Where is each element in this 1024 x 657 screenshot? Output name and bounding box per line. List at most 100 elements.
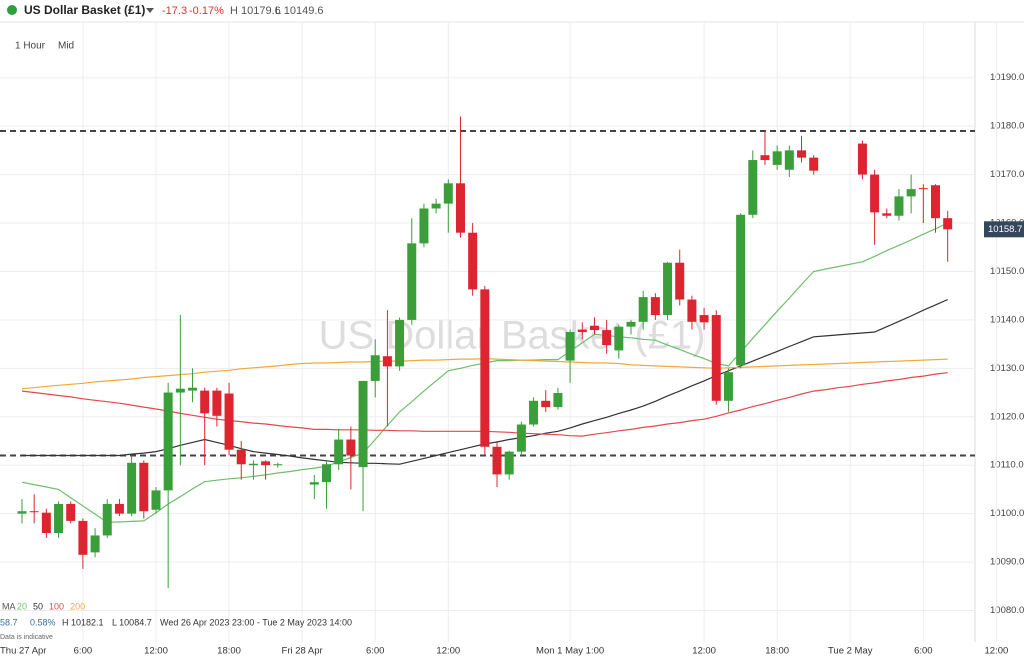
candle-body [41,512,51,534]
candle-body [638,297,648,322]
candle-body [541,400,551,408]
y-tick-label: 10190.0 [990,72,1024,83]
x-tick-label: Tue 2 May [828,646,873,657]
y-tick-label: 10180.0 [990,121,1024,132]
candle-body [188,387,198,391]
legend-entry: 100 [49,601,64,611]
candle-body [407,243,417,320]
candle-body [943,218,953,230]
candle-body [480,289,490,447]
candle-body [334,439,344,465]
candle-body [553,393,563,408]
price-tag [984,221,1024,238]
legend-ma: MA [2,601,16,611]
change-pct: -0.17% [189,5,224,17]
candle-body [687,299,697,322]
candle-body [17,511,27,514]
candle-body [127,462,137,514]
status-dot [7,5,17,15]
candle-body [151,490,161,510]
candle-body [382,356,392,367]
x-tick-label: 18:00 [765,646,789,657]
price-type[interactable]: Mid [58,41,74,52]
candle-body [723,372,733,401]
candle-body [870,174,880,213]
candle-body [711,315,721,401]
y-tick-label: 10140.0 [990,314,1024,325]
candle-body [577,329,587,332]
legend-high: H 10182.1 [62,617,104,627]
legend-entry: 200 [70,601,85,611]
x-tick-label: 12:00 [985,646,1009,657]
legend-entry: 20 [17,601,27,611]
candle-body [200,390,210,414]
legend-low: L 10084.7 [112,617,152,627]
candle-body [370,355,380,381]
candle-body [163,392,173,491]
interval[interactable]: 1 Hour [15,41,46,52]
candle-body [894,196,904,216]
y-tick-label: 10150.0 [990,266,1024,277]
legend-last-pct: 0.58% [30,617,56,627]
candle-body [626,321,636,327]
candle-body [78,520,88,555]
candle-body [504,451,514,475]
candle-body [175,388,185,393]
legend-entry: 50 [33,601,43,611]
y-tick-label: 10120.0 [990,411,1024,422]
legend-note: Data is indicative [0,634,53,641]
candle-body [358,380,368,468]
candle-body [589,325,599,331]
candle-body [614,326,624,351]
plot: 10080.0 10090.0 10100.0 10110.0 10120.0 10130… [0,22,1024,657]
candle-body [663,262,673,316]
candle-body [309,482,319,485]
candle-body [699,315,709,323]
legend-range: Wed 26 Apr 2023 23:00 - Tue 2 May 2023 1… [160,617,352,627]
candle-body [54,503,64,534]
candle-body [797,150,807,158]
candle-body [29,511,39,513]
candle-body [516,424,526,452]
y-tick-label: 10110.0 [990,460,1024,471]
candle-body [224,393,234,450]
candle-body [261,461,271,466]
session-high: H 10179.6 [230,5,281,17]
candle-body [102,503,112,536]
candle-body [760,155,770,161]
header-bar [0,0,1024,22]
y-tick-label: 10170.0 [990,169,1024,180]
x-tick-label: Fri 28 Apr [282,646,323,657]
candle-body [809,157,819,171]
x-tick-label: 12:00 [144,646,168,657]
y-tick-label: 10130.0 [990,363,1024,374]
x-tick-label: 18:00 [217,646,241,657]
candle-body [565,332,575,361]
candle-body [675,262,685,300]
legend-last: 58.7 [0,617,18,627]
candle-body [431,203,441,209]
x-tick-label: 12:00 [436,646,460,657]
candle-body [212,390,222,416]
candle-body [139,462,149,512]
candle-body [443,183,453,204]
candle-body [468,232,478,290]
x-tick-label: Mon 1 May 1:00 [536,646,604,657]
candle-body [492,446,502,475]
candle-body [931,185,940,219]
candle-body [602,330,612,346]
x-tick-label: 6:00 [74,646,93,657]
x-tick-label: 12:00 [692,646,716,657]
dropdown-arrow[interactable] [146,8,154,13]
candle-body [529,400,539,425]
x-tick-label: 6:00 [366,646,385,657]
candle-body [748,160,758,215]
instrument-title[interactable]: US Dollar Basket (£1) [24,3,145,17]
candle-body [236,449,246,465]
candle-body [346,439,356,456]
candle-body [273,464,283,466]
candle-body [90,535,100,553]
change: -17.3 [162,5,187,17]
